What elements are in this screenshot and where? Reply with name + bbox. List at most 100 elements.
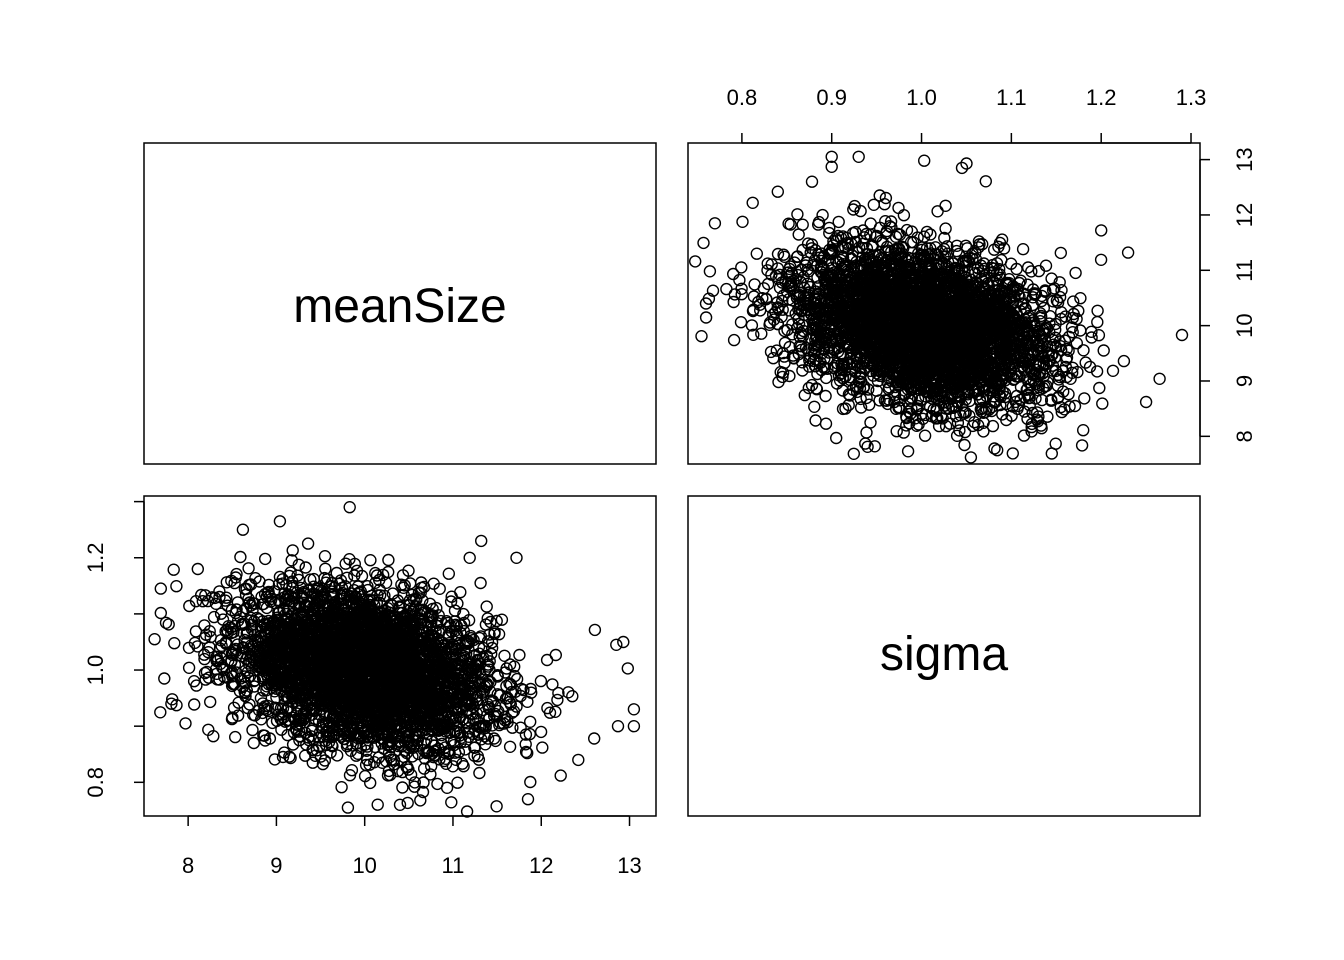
scatter-point [1094,253,1108,266]
scatter-point [1083,360,1097,374]
scatter-point [796,218,809,231]
right-axis-tick-label: 9 [1232,375,1257,387]
scatter-point [689,255,702,268]
scatter-point [534,725,548,739]
scatter-point [958,438,971,452]
scatter-point [861,440,874,453]
scatter-point [748,278,761,291]
scatter-point [1097,344,1110,357]
scatter-point [728,288,741,301]
top-axis-tick-label: 1.0 [906,85,937,110]
scatter-point [995,233,1009,246]
scatter-point [819,389,832,403]
scatter-point [864,217,877,230]
scatter-point [451,597,464,610]
right-axis-tick-label: 10 [1232,313,1257,337]
scatter-point [746,196,759,210]
scatter-point [246,723,259,737]
scatter-point [1076,424,1090,437]
scatter-point [736,215,749,229]
top-axis-tick-label: 0.9 [816,85,847,110]
scatter-point [847,447,860,460]
right-axis-tick-label: 13 [1232,147,1257,171]
scatter-point [918,154,931,167]
scatter-point [1078,392,1091,405]
scatter-point [727,267,740,281]
scatter-point [1075,439,1089,452]
top-axis-tick-label: 1.3 [1176,85,1207,110]
scatter-point [1045,447,1059,460]
scatter-point [1121,246,1135,259]
scatter-point [958,425,972,439]
scatter-point [950,429,964,442]
scatter-point [697,236,710,250]
diagonal-label-meansize: meanSize [293,280,506,333]
scatter-point [1074,292,1087,305]
scatter-point [808,400,821,413]
scatter-point [727,295,740,309]
scatter-point [536,741,549,754]
scatter-point [463,551,476,564]
scatter-point [445,796,458,809]
panel-meansize-vs-sigma: 8 9 10 11 12 13 0.81.01.2 [83,495,657,878]
scatter-point [1094,224,1108,237]
top-axis-sigma: 0.8 0.9 1.0 1.1 1.2 1.3 [727,85,1207,144]
scatter-point [953,424,966,437]
scatter-point [864,416,877,429]
scatter-point [805,175,819,188]
scatter-point [951,416,965,430]
scatter-point [1117,354,1131,368]
scatter-point [931,205,944,218]
scatter-point [1016,242,1030,256]
scatter-point [901,445,915,458]
panel-meansize-diagonal: meanSize [143,142,657,465]
scatter-point [750,247,763,260]
scatter-point [892,201,905,215]
panel-frame-top-left [143,142,657,465]
scatter-point [791,208,804,221]
scatter-point [939,199,952,213]
scatter-point [852,150,865,164]
top-axis-tick-label: 1.2 [1086,85,1117,110]
scatter-point [1091,304,1104,317]
scatter-point [964,451,978,464]
scatter-point [735,288,748,301]
scatter-points-top-right [689,150,1189,464]
scatter-point [745,319,759,332]
scatter-point [1054,246,1068,260]
scatter-point [1093,381,1106,395]
scatter-point [1006,447,1019,460]
scatter-point [955,161,969,175]
scatter-point [783,369,796,383]
scatter-point [847,203,860,216]
scatter-point [897,208,911,222]
scatter-point [703,265,717,278]
scatter-point [1069,266,1082,280]
scatter-point [771,185,784,198]
scatter-points-bottom-left [148,501,641,818]
scatter-point [727,333,741,347]
scatter-point [1096,397,1109,410]
right-axis-tick-label: 8 [1232,430,1257,442]
scatter-point [873,189,886,202]
scatter-point [1053,276,1066,289]
scatter-point [979,175,992,188]
scatter-point [879,191,893,205]
scatter-point [832,215,845,229]
scatter-point [991,444,1004,457]
right-axis-tick-label: 11 [1232,259,1257,282]
scatter-point [473,766,486,780]
right-axis-tick-label: 12 [1232,203,1257,227]
scatter-point [755,327,768,340]
scatter-point [809,414,822,427]
scatter-point [830,431,843,445]
scatter-point [1055,284,1068,297]
right-axis-meansize: 8 9 10 11 12 13 [1199,147,1257,442]
scatter-point [819,417,833,430]
scatter-point [1106,364,1120,377]
scatter-point [890,425,903,438]
scatter-point [1039,259,1053,272]
scatter-point [1139,395,1153,409]
scatter-point [924,228,937,241]
